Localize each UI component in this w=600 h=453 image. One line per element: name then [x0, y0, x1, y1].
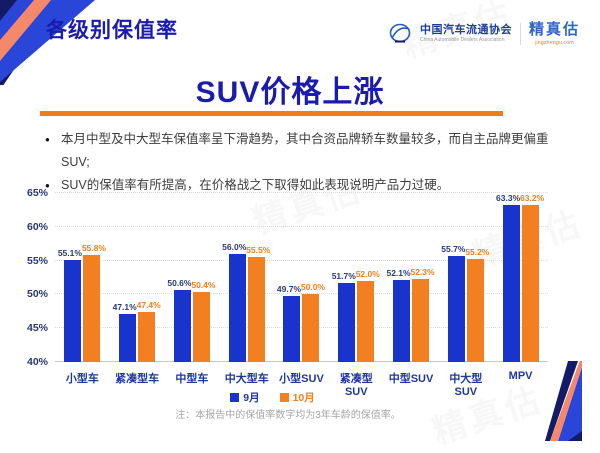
legend-label: 9月 [243, 392, 260, 404]
bullet-list: ● 本月中型及中大型车保值率呈下滑趋势，其中合资品牌轿车数量较多，而自主品牌更偏… [44, 128, 564, 197]
value-label: 50.0% [300, 282, 326, 293]
value-label: 63.3% [496, 192, 521, 203]
bullet-text: 本月中型及中大型车保值率呈下滑趋势，其中合资品牌轿车数量较多，而自主品牌更偏重S… [61, 132, 549, 169]
bar-group: 56.0% 55.5% [219, 242, 274, 362]
value-label: 55.1% [57, 247, 82, 258]
value-label: 55.2% [465, 247, 490, 258]
y-axis-tick-label: 50% [26, 288, 48, 301]
value-label: 52.0% [355, 268, 380, 279]
corner-decoration-bottom-right [545, 361, 582, 441]
bar-9月-MPV: 63.3% [496, 193, 520, 362]
bar-group: 52.1% 52.3% [384, 267, 439, 362]
x-axis-category-label: 中大型SUV [449, 373, 483, 398]
value-label: 47.1% [112, 302, 137, 313]
bar-group: 50.6% 50.4% [165, 278, 220, 362]
bullet-dot-icon: ● [45, 135, 50, 144]
slide: { "page": { "header_title": "各级别保值率", "s… [0, 0, 582, 441]
x-axis-category-label: 小型SUV [279, 373, 324, 385]
bar-group: 55.7% 55.2% [438, 244, 493, 362]
bar-9月-紧凑型车: 47.1% [113, 302, 137, 362]
value-label: 55.8% [81, 243, 106, 254]
legend-label: 10月 [292, 392, 315, 404]
bar-10月-MPV: 63.2% [520, 193, 544, 362]
value-label: 50.6% [167, 278, 192, 289]
x-axis-category-label: 小型车 [65, 373, 99, 385]
bullet-item: ● 本月中型及中大型车保值率呈下滑趋势，其中合资品牌轿车数量较多，而自主品牌更偏… [44, 128, 564, 174]
gridline [55, 225, 548, 227]
bar-10月-紧凑型SUV: 52.0% [356, 269, 380, 362]
value-label: 55.5% [246, 245, 271, 256]
bar-9月-中大型SUV: 55.7% [441, 244, 465, 362]
x-axis-line [55, 361, 548, 362]
bullet-item: ● SUV的保值率有所提高，在价格战之下取得如此表现说明产品力过硬。 [44, 174, 564, 197]
value-label: 50.4% [191, 279, 216, 290]
footnote: 注：本报告中的保值率数字均为3年车龄的保值率。 [175, 410, 401, 421]
bar-9月-小型SUV: 49.7% [277, 284, 301, 362]
bar-10月-中大型车: 55.5% [246, 245, 270, 362]
cada-name-block: 中国汽车流通协会 China Automobile Dealers Associ… [420, 24, 512, 43]
bar-10月-紧凑型车: 47.4% [137, 300, 161, 362]
gridline [55, 327, 548, 329]
value-label: 52.3% [410, 266, 435, 277]
value-label: 55.7% [441, 243, 466, 254]
bar-chart-plot-area: 40% 45% 50% 55% 60% 65% 55.1% 55.8% 小型车 47.1% 47.4… [27, 187, 548, 398]
bar-10月-中型SUV: 52.3% [410, 267, 435, 362]
value-label: 52.1% [386, 268, 411, 279]
bar-9月-中大型车: 56.0% [222, 242, 246, 362]
y-axis-tick-label: 55% [26, 254, 48, 267]
legend-item: 9月 [230, 390, 260, 405]
cada-name-cn: 中国汽车流通协会 [419, 24, 512, 37]
cada-logo-icon [389, 23, 411, 43]
gridline [55, 192, 548, 193]
title-divider-bar [40, 111, 503, 116]
y-axis-tick-label: 65% [26, 187, 48, 199]
gridline [55, 293, 548, 295]
x-axis-category-label: MPV [508, 370, 533, 382]
bullet-dot-icon: ● [45, 181, 50, 190]
value-label: 63.2% [520, 193, 545, 204]
cada-name-en: China Automobile Dealers Association [419, 36, 505, 43]
gridline [55, 259, 548, 261]
x-axis-category-label: 紧凑型SUV [339, 373, 373, 398]
value-label: 56.0% [222, 241, 247, 252]
value-label: 49.7% [276, 284, 302, 295]
jzg-domain: jingzhengu.com [535, 39, 574, 46]
jzg-logo-text: 精真估 [528, 21, 580, 38]
bar-group: 49.7% 50.0% [274, 282, 329, 362]
logo-row: 中国汽车流通协会 China Automobile Dealers Associ… [388, 21, 580, 46]
legend-swatch-icon [230, 393, 240, 402]
bar-10月-小型SUV: 50.0% [301, 282, 325, 362]
page-title: 各级别保值率 [46, 19, 178, 42]
bar-group: 55.1% 55.8% [55, 243, 110, 362]
jzg-logo-block: 精真估 jingzhengu.com [528, 21, 580, 46]
bar-9月-中型SUV: 52.1% [386, 268, 411, 362]
legend-item: 10月 [279, 390, 315, 405]
bar-9月-中型车: 50.6% [167, 278, 191, 362]
bar-group: 47.1% 47.4% [110, 300, 165, 362]
bar-9月-小型车: 55.1% [58, 248, 82, 362]
legend-swatch-icon [279, 393, 289, 402]
y-axis-tick-label: 40% [26, 356, 48, 368]
bar-10月-小型车: 55.8% [82, 243, 106, 362]
bar-group: 63.3% 63.2% [493, 193, 548, 362]
bar-10月-中型车: 50.4% [191, 280, 215, 362]
value-label: 51.7% [331, 270, 356, 281]
bar-9月-紧凑型SUV: 51.7% [332, 271, 356, 362]
x-axis-category-label: 中型车 [175, 373, 209, 385]
y-axis-tick-label: 60% [26, 220, 48, 233]
y-axis-tick-label: 45% [26, 322, 48, 335]
x-axis-category-label: 中型SUV [388, 373, 434, 385]
x-axis-category-label: 中大型车 [224, 373, 269, 385]
value-label: 47.4% [136, 299, 161, 310]
chart-legend: 9月 10月 [0, 390, 545, 405]
bar-group: 51.7% 52.0% [329, 269, 384, 362]
slide-title: SUV价格上涨 [195, 76, 385, 109]
x-axis-category-label: 紧凑型车 [115, 373, 160, 385]
logo-divider [519, 22, 521, 45]
bullet-text: SUV的保值率有所提高，在价格战之下取得如此表现说明产品力过硬。 [61, 178, 450, 192]
bar-10月-中大型SUV: 55.2% [465, 247, 489, 362]
